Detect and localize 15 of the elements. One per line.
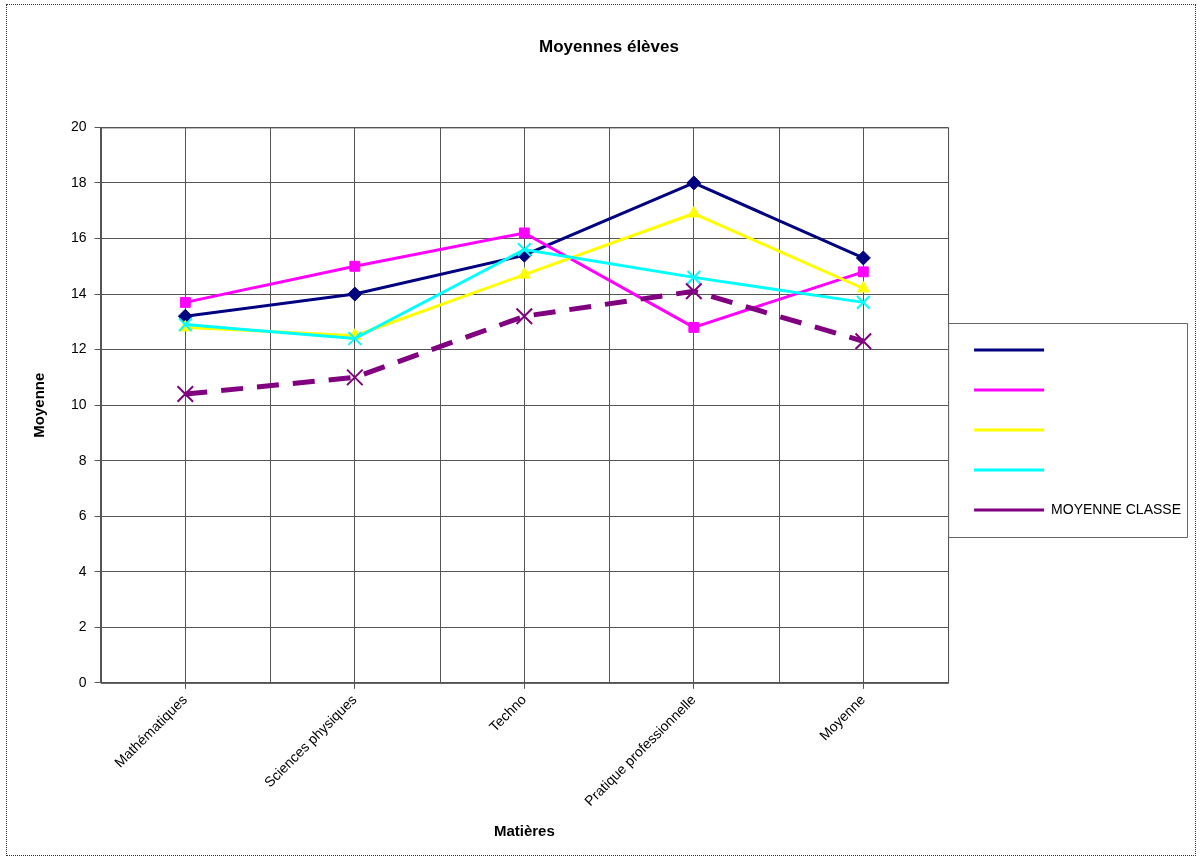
y-tick-label: 12 [70, 340, 87, 357]
legend-label: MOYENNE CLASSE [1051, 500, 1182, 517]
y-tick-label: 4 [78, 562, 87, 579]
y-tick-label: 10 [70, 396, 87, 413]
y-tick-label: 6 [78, 507, 87, 524]
y-tick-label: 0 [78, 673, 87, 690]
y-tick-label: 18 [70, 173, 87, 190]
y-tick-label: 2 [78, 618, 87, 635]
x-axis-title: Matières [493, 822, 555, 840]
y-tick-label: 14 [70, 284, 87, 301]
y-tick-label: 20 [70, 118, 87, 135]
y-tick-label: 8 [78, 451, 87, 468]
y-axis-title: Moyenne [30, 372, 48, 438]
y-tick-label: 16 [70, 229, 87, 246]
chart-title: Moyennes élèves [539, 36, 679, 56]
